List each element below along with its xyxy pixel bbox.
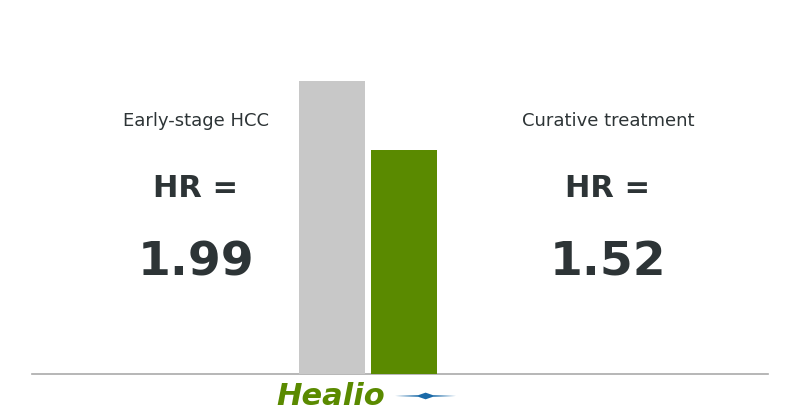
- Bar: [299, 81, 365, 374]
- Text: HR =: HR =: [566, 174, 650, 203]
- Text: 1.52: 1.52: [550, 240, 666, 285]
- Polygon shape: [395, 393, 456, 399]
- Text: Curative treatment: Curative treatment: [522, 112, 694, 130]
- Text: Early-stage HCC: Early-stage HCC: [123, 112, 269, 130]
- Bar: [371, 150, 437, 374]
- Text: Older age remained associated with worse survival among those with:: Older age remained associated with worse…: [26, 23, 774, 42]
- Text: 1.99: 1.99: [138, 240, 254, 285]
- Text: HR =: HR =: [154, 174, 238, 203]
- Text: Healio: Healio: [277, 382, 386, 412]
